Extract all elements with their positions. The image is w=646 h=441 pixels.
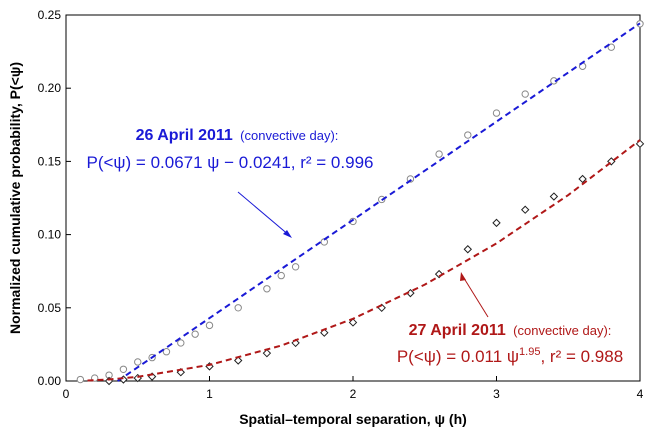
data-point (263, 285, 271, 293)
y-tick-label: 0.15 (38, 154, 62, 168)
data-point (277, 271, 285, 280)
annotation-arrow (237, 191, 291, 237)
data-point (521, 90, 529, 98)
fit-line (117, 22, 641, 382)
x-tick-label: 3 (493, 387, 500, 401)
equation-part: , r² = 0.988 (540, 347, 623, 366)
annotation-equation: P(<ψ) = 0.011 ψ1.95, r² = 0.988 (397, 346, 623, 366)
data-point (348, 318, 358, 327)
data-point (134, 358, 142, 366)
data-point (463, 245, 473, 254)
annotation-note: (convective day): (240, 128, 338, 143)
data-point (262, 348, 272, 358)
x-tick-label: 1 (206, 387, 213, 401)
annotation-note: (convective day): (513, 323, 611, 338)
data-point (464, 131, 472, 139)
y-axis-label: Normalized cumulative probability, P(<ψ) (7, 62, 23, 334)
data-point (205, 321, 214, 330)
data-point (119, 365, 128, 373)
data-point (549, 192, 559, 201)
arrow-head (460, 272, 466, 281)
annotation-arrow (461, 274, 489, 318)
x-tick-label: 4 (637, 387, 644, 401)
x-axis-label: Spatial–temporal separation, ψ (h) (239, 411, 467, 427)
equation-part: P(<ψ) = 0.011 ψ (397, 347, 519, 366)
data-point (234, 304, 242, 312)
annotation-1: 26 April 2011 (convective day): (136, 127, 339, 144)
data-point (233, 356, 243, 365)
y-tick-label: 0.05 (38, 301, 62, 315)
annotation-title: 26 April 2011 (136, 127, 233, 144)
arrow-head (283, 230, 292, 238)
data-point (291, 263, 300, 271)
equation-exponent: 1.95 (519, 346, 540, 358)
y-tick-label: 0.25 (38, 8, 62, 22)
data-point (520, 205, 530, 214)
x-tick-label: 0 (63, 387, 70, 401)
fit-line (87, 139, 641, 382)
data-point (492, 218, 501, 228)
annotation-equation: P(<ψ) = 0.0671 ψ − 0.0241, r² = 0.996 (87, 153, 374, 172)
data-point (492, 109, 501, 117)
x-tick-label: 2 (350, 387, 357, 401)
data-point (607, 43, 615, 51)
y-tick-label: 0.00 (38, 374, 62, 388)
data-point (177, 339, 185, 347)
data-point (578, 174, 587, 184)
data-point (162, 348, 171, 356)
y-tick-label: 0.10 (38, 228, 62, 242)
data-point (435, 150, 443, 158)
data-point (76, 375, 85, 384)
y-tick-label: 0.20 (38, 81, 62, 95)
annotation-2: 27 April 2011 (convective day): (409, 322, 612, 339)
annotation-title: 27 April 2011 (409, 322, 506, 339)
data-point (191, 330, 199, 338)
